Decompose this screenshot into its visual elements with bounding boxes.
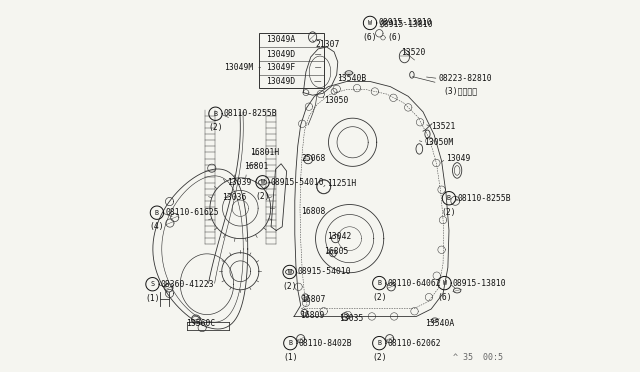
Text: 08110-8402B: 08110-8402B bbox=[298, 339, 352, 348]
Text: 16808: 16808 bbox=[301, 208, 326, 217]
Text: 08110-64062: 08110-64062 bbox=[387, 279, 441, 288]
Text: 08110-62062: 08110-62062 bbox=[387, 339, 441, 348]
Text: (6): (6) bbox=[387, 33, 402, 42]
Text: B: B bbox=[155, 210, 159, 216]
Text: (1): (1) bbox=[283, 353, 298, 362]
Text: (6): (6) bbox=[363, 32, 378, 42]
Text: 16801H: 16801H bbox=[250, 148, 279, 157]
Text: 13035: 13035 bbox=[339, 314, 364, 323]
Text: 13049D: 13049D bbox=[266, 50, 296, 59]
Text: 13049F: 13049F bbox=[266, 63, 296, 72]
Text: 13560C: 13560C bbox=[186, 319, 215, 328]
Text: 13036: 13036 bbox=[222, 193, 246, 202]
Text: 08110-8255B: 08110-8255B bbox=[457, 194, 511, 203]
Text: 13049M: 13049M bbox=[223, 63, 253, 72]
Text: W: W bbox=[260, 179, 264, 185]
Text: B: B bbox=[378, 340, 381, 346]
Text: 13521: 13521 bbox=[431, 122, 456, 131]
Text: (2): (2) bbox=[255, 192, 270, 201]
Text: (2): (2) bbox=[282, 282, 297, 291]
Text: 16809: 16809 bbox=[300, 311, 324, 320]
Text: (2): (2) bbox=[372, 293, 387, 302]
Text: W: W bbox=[368, 20, 372, 26]
Text: B: B bbox=[378, 280, 381, 286]
Text: ^ 35  00:5: ^ 35 00:5 bbox=[454, 353, 504, 362]
Text: 16801: 16801 bbox=[244, 162, 268, 171]
Text: 13520: 13520 bbox=[401, 48, 426, 57]
Text: (3)スタッド: (3)スタッド bbox=[443, 86, 477, 95]
Text: 13039: 13039 bbox=[227, 178, 252, 187]
Text: S: S bbox=[150, 281, 154, 287]
Text: 13049: 13049 bbox=[446, 154, 470, 163]
Text: 13050: 13050 bbox=[324, 96, 348, 105]
Text: (6): (6) bbox=[437, 293, 452, 302]
Text: 08915-54010: 08915-54010 bbox=[298, 267, 351, 276]
Text: (4): (4) bbox=[150, 222, 164, 231]
Text: 21307: 21307 bbox=[316, 40, 340, 49]
Text: 25068: 25068 bbox=[301, 154, 326, 163]
Text: (2): (2) bbox=[208, 123, 223, 132]
Text: 08360-41223: 08360-41223 bbox=[161, 280, 214, 289]
Text: B: B bbox=[289, 340, 292, 346]
Text: 13540A: 13540A bbox=[425, 319, 454, 328]
Text: 08915-13810: 08915-13810 bbox=[380, 20, 433, 29]
Bar bbox=[259, 33, 324, 88]
Text: W: W bbox=[442, 280, 447, 286]
Text: 13042: 13042 bbox=[328, 232, 352, 241]
Text: (2): (2) bbox=[372, 353, 387, 362]
Text: W: W bbox=[287, 269, 292, 275]
Text: 16805: 16805 bbox=[324, 247, 348, 256]
Text: 11251H: 11251H bbox=[326, 179, 356, 187]
Text: 08915-54010: 08915-54010 bbox=[271, 178, 324, 187]
Text: 08915-13810: 08915-13810 bbox=[452, 279, 506, 288]
Text: B: B bbox=[447, 195, 451, 201]
Text: 16807: 16807 bbox=[301, 295, 325, 304]
Text: (1): (1) bbox=[145, 294, 160, 303]
Text: B: B bbox=[214, 111, 218, 117]
Text: 13049D: 13049D bbox=[266, 77, 296, 86]
Text: 13540B: 13540B bbox=[337, 74, 366, 83]
Text: 13049A: 13049A bbox=[266, 35, 296, 44]
Text: 08110-61625: 08110-61625 bbox=[165, 208, 219, 217]
Text: 08223-82810: 08223-82810 bbox=[438, 74, 492, 83]
Text: 08915-13810: 08915-13810 bbox=[378, 19, 432, 28]
Text: (2): (2) bbox=[442, 208, 456, 217]
Text: 13050M: 13050M bbox=[424, 138, 454, 147]
Text: 08110-8255B: 08110-8255B bbox=[223, 109, 277, 118]
